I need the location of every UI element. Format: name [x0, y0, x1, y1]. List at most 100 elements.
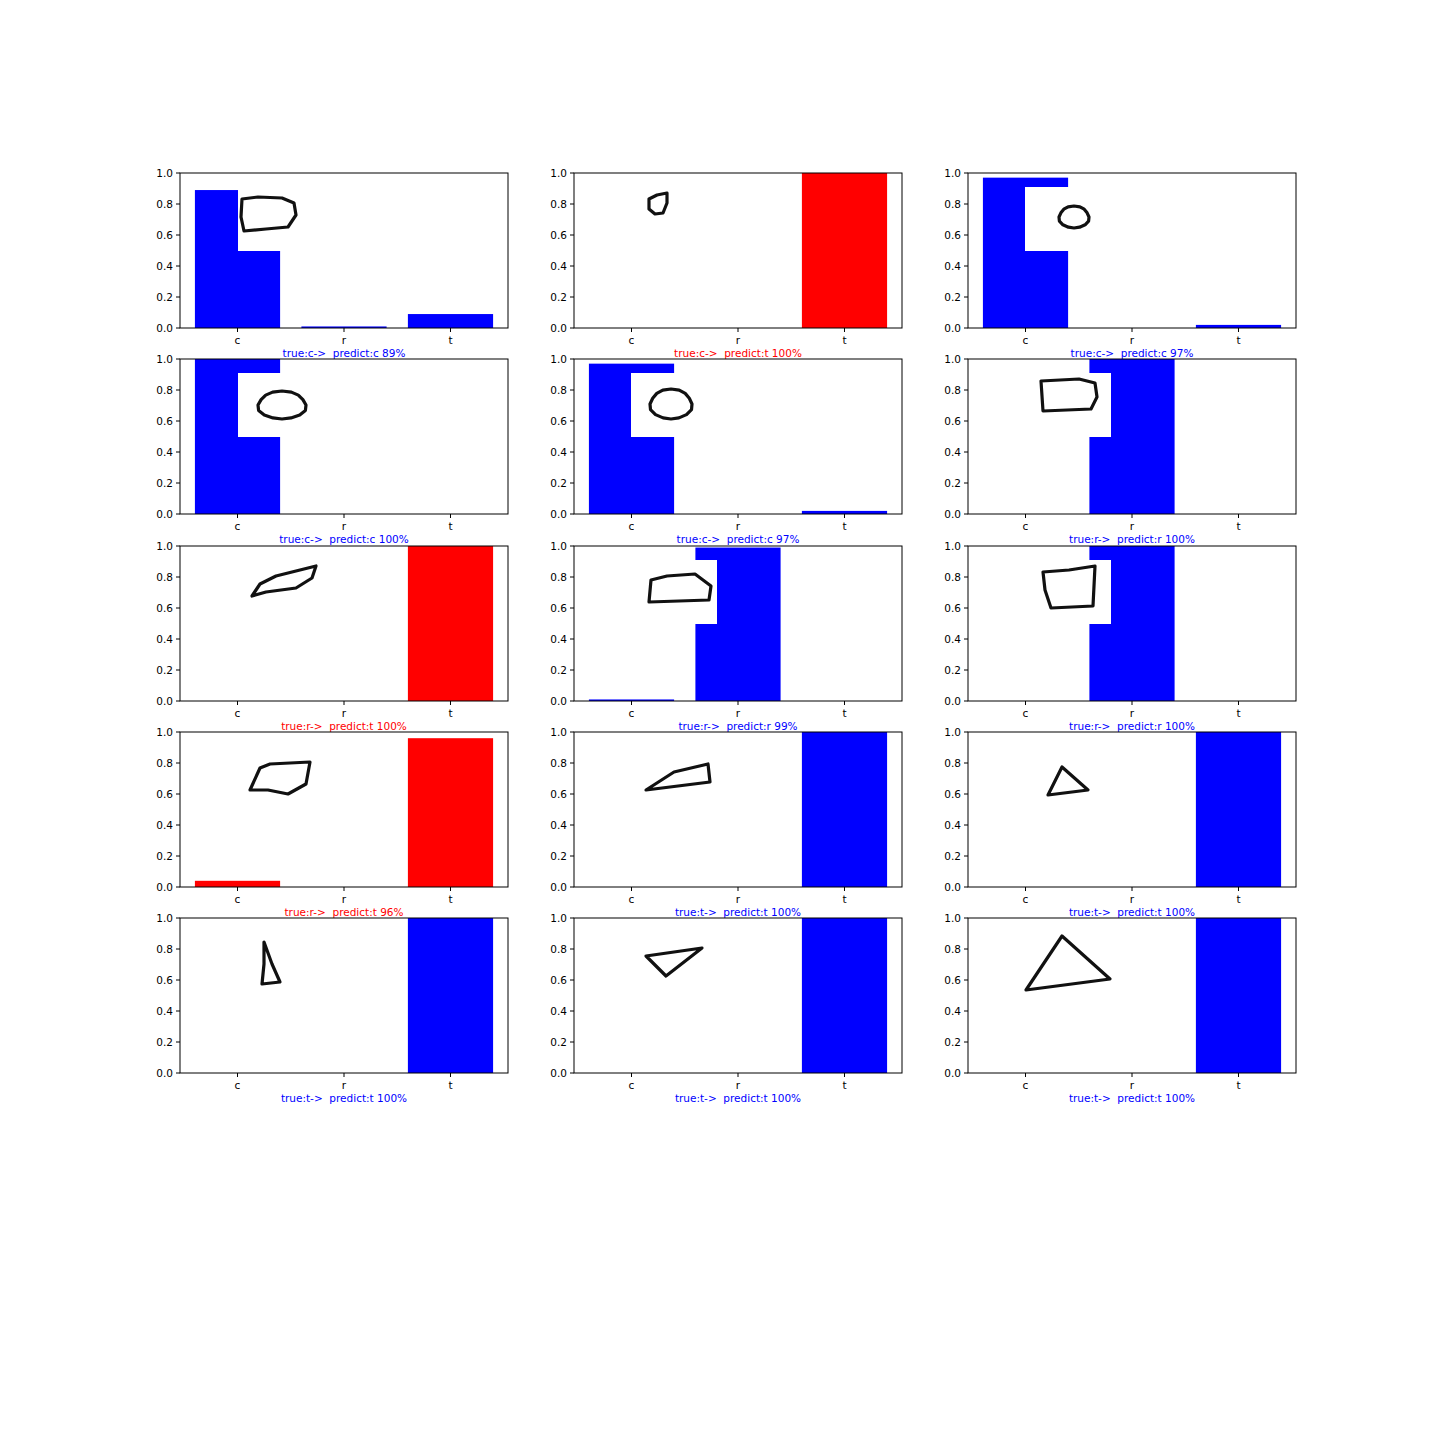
x-tick-label: c: [235, 1079, 241, 1091]
y-tick-label: 0.6: [550, 602, 567, 614]
inset-image: [246, 562, 320, 624]
y-tick-label: 0.4: [944, 633, 961, 645]
sketch: [646, 764, 710, 790]
y-tick: [570, 980, 574, 981]
x-tick: [1132, 1073, 1133, 1077]
y-tick-label: 0.0: [550, 1067, 567, 1079]
y-tick-label: 0.6: [156, 974, 173, 986]
x-tick-label: c: [629, 520, 635, 532]
x-tick-label: c: [629, 707, 635, 719]
y-tick: [570, 266, 574, 267]
x-tick-label: c: [235, 334, 241, 346]
y-tick-label: 0.6: [156, 415, 173, 427]
y-tick-label: 0.6: [550, 415, 567, 427]
y-tick: [570, 483, 574, 484]
x-label: true:c-> predict:t 100%: [674, 347, 802, 359]
y-tick-label: 0.2: [550, 477, 567, 489]
x-tick-label: t: [448, 520, 452, 532]
x-tick: [738, 514, 739, 518]
y-tick: [964, 825, 968, 826]
y-tick: [176, 980, 180, 981]
x-tick-label: t: [842, 520, 846, 532]
x-tick-label: c: [1023, 893, 1029, 905]
inset-background: [246, 748, 316, 810]
y-tick-label: 0.0: [550, 508, 567, 520]
subplot: 0.00.20.40.60.81.0crttrue:c-> predict:c …: [550, 353, 902, 545]
x-tick: [1238, 514, 1239, 518]
y-tick: [964, 980, 968, 981]
y-tick-label: 0.2: [550, 850, 567, 862]
y-tick-label: 1.0: [550, 353, 567, 365]
bar: [802, 732, 887, 887]
x-tick-label: r: [342, 334, 347, 346]
inset-image: [631, 189, 693, 251]
y-tick-label: 1.0: [944, 540, 961, 552]
y-tick: [570, 701, 574, 702]
y-tick-label: 0.4: [156, 446, 173, 458]
x-label: true:t-> predict:t 100%: [1069, 1092, 1195, 1104]
y-tick: [964, 297, 968, 298]
y-tick-label: 0.8: [550, 384, 567, 396]
y-tick-label: 0.8: [156, 198, 173, 210]
y-tick-label: 0.4: [944, 819, 961, 831]
inset-background: [238, 189, 300, 251]
y-tick-label: 0.8: [944, 198, 961, 210]
y-tick: [570, 328, 574, 329]
x-tick: [450, 514, 451, 518]
y-tick: [570, 794, 574, 795]
y-tick: [964, 390, 968, 391]
y-tick: [176, 173, 180, 174]
y-tick: [176, 1011, 180, 1012]
inset-background: [642, 934, 708, 996]
y-tick-label: 0.4: [156, 1005, 173, 1017]
bars: [408, 546, 493, 701]
x-tick: [631, 1073, 632, 1077]
y-tick-label: 0.0: [156, 508, 173, 520]
y-tick-label: 0.8: [550, 757, 567, 769]
subplot: 0.00.20.40.60.81.0crttrue:c-> predict:c …: [944, 167, 1296, 359]
bar: [408, 314, 493, 328]
x-tick: [1238, 887, 1239, 891]
y-tick: [964, 763, 968, 764]
subplot: 0.00.20.40.60.81.0crttrue:c-> predict:c …: [156, 167, 508, 359]
frame: [968, 732, 1296, 887]
y-tick: [176, 483, 180, 484]
frame: [968, 546, 1296, 701]
x-tick-label: r: [1130, 707, 1135, 719]
x-tick: [738, 887, 739, 891]
y-tick-label: 0.6: [550, 229, 567, 241]
y-tick: [570, 825, 574, 826]
subplot: 0.00.20.40.60.81.0crttrue:c-> predict:c …: [156, 353, 508, 545]
y-tick: [176, 949, 180, 950]
inset-image: [642, 934, 708, 996]
y-tick-label: 0.2: [944, 850, 961, 862]
x-label: true:r-> predict:t 100%: [281, 720, 407, 732]
x-tick-label: r: [1130, 893, 1135, 905]
y-tick-label: 1.0: [944, 912, 961, 924]
y-tick: [570, 577, 574, 578]
y-tick-label: 0.2: [550, 664, 567, 676]
x-tick: [738, 328, 739, 332]
y-tick-label: 0.4: [550, 633, 567, 645]
y-tick-label: 1.0: [156, 726, 173, 738]
y-tick: [964, 577, 968, 578]
sketch: [649, 193, 667, 214]
y-tick: [964, 639, 968, 640]
y-tick-label: 1.0: [550, 912, 567, 924]
inset-image: [1025, 930, 1115, 998]
bar: [195, 881, 280, 887]
inset-background: [631, 373, 699, 437]
y-tick-label: 0.4: [550, 819, 567, 831]
bar: [802, 173, 887, 328]
y-tick: [570, 235, 574, 236]
x-tick-label: t: [1236, 334, 1240, 346]
y-tick-label: 0.8: [550, 571, 567, 583]
y-tick: [570, 732, 574, 733]
y-tick-label: 0.6: [156, 229, 173, 241]
inset-image: [1025, 187, 1097, 251]
y-tick: [176, 297, 180, 298]
subplot: 0.00.20.40.60.81.0crttrue:t-> predict:t …: [550, 912, 902, 1104]
y-tick-label: 0.8: [156, 384, 173, 396]
y-tick: [570, 670, 574, 671]
sketch: [1043, 566, 1095, 608]
